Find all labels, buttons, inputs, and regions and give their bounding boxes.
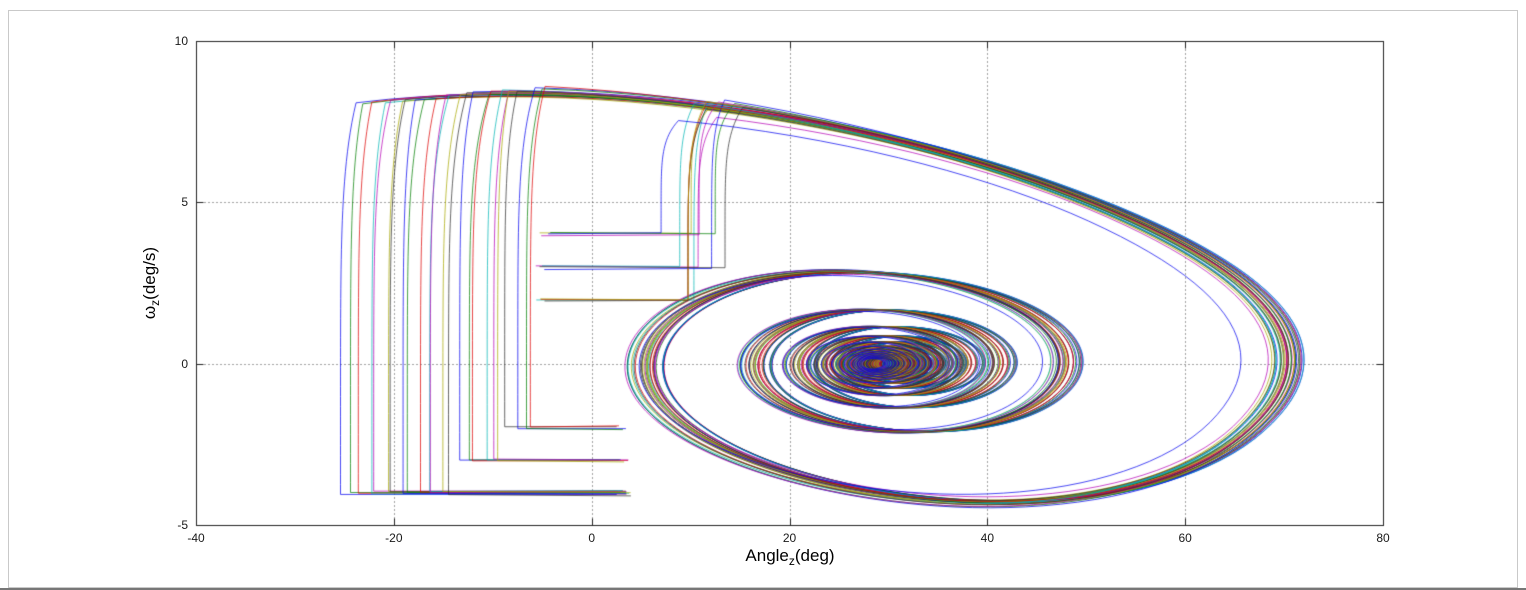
window-bottom-edge [0, 588, 1526, 590]
